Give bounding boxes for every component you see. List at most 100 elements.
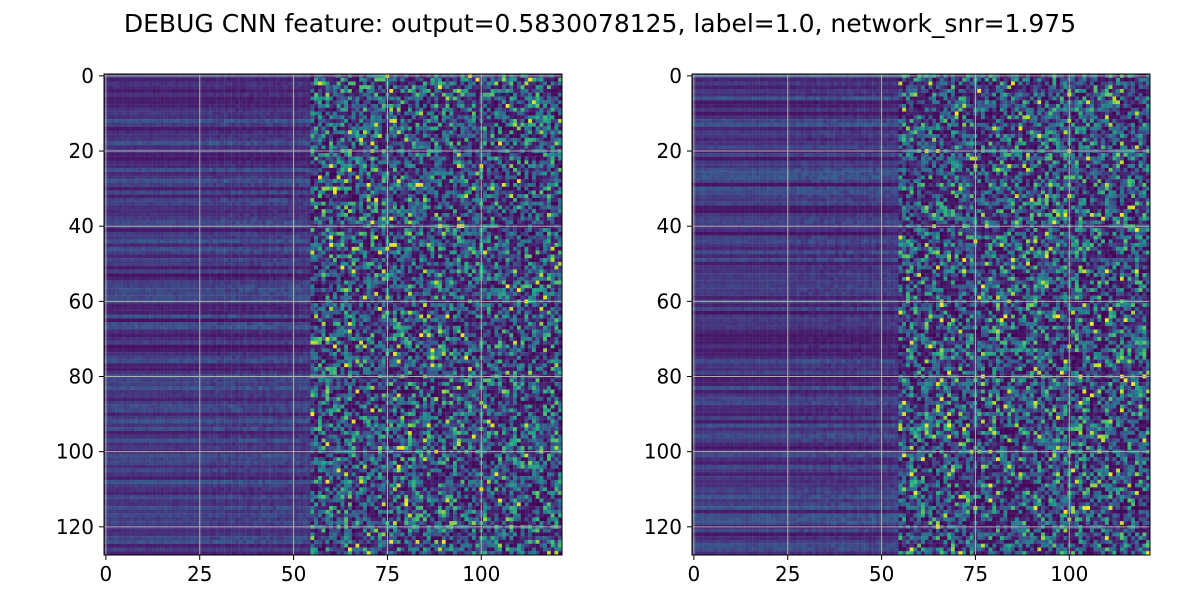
- heatmap-cell: [453, 82, 457, 86]
- heatmap-cell: [149, 85, 153, 89]
- heatmap-cell: [506, 104, 510, 108]
- heatmap-cell: [401, 78, 405, 82]
- heatmap-cell: [438, 85, 442, 89]
- heatmap-cell: [168, 97, 172, 101]
- heatmap-cell: [153, 104, 157, 108]
- heatmap-cell: [250, 85, 254, 89]
- heatmap-cell: [412, 104, 416, 108]
- heatmap-cell: [341, 82, 345, 86]
- heatmap-cell: [134, 104, 138, 108]
- heatmap-cell: [160, 108, 164, 112]
- heatmap-cell: [295, 108, 299, 112]
- heatmap-cell: [318, 85, 322, 89]
- heatmap-cell: [438, 89, 442, 93]
- heatmap-cell: [348, 85, 352, 89]
- heatmap-cell: [322, 100, 326, 104]
- heatmap-cell: [397, 82, 401, 86]
- heatmap-cell: [371, 97, 375, 101]
- heatmap-cell: [235, 104, 239, 108]
- heatmap-cell: [374, 85, 378, 89]
- heatmap-cell: [187, 82, 191, 86]
- heatmap-cell: [524, 89, 528, 93]
- heatmap-cell: [528, 89, 532, 93]
- heatmap-cell: [509, 100, 513, 104]
- heatmap-cell: [551, 100, 555, 104]
- heatmap-cell: [513, 82, 517, 86]
- heatmap-cell: [213, 100, 217, 104]
- heatmap-cell: [419, 97, 423, 101]
- heatmap-cell: [446, 85, 450, 89]
- heatmap-cell: [183, 100, 187, 104]
- heatmap-cell: [123, 93, 127, 97]
- heatmap-cell: [416, 97, 420, 101]
- heatmap-cell: [502, 97, 506, 101]
- heatmap-cell: [532, 97, 536, 101]
- heatmap-cell: [160, 85, 164, 89]
- heatmap-cell: [352, 85, 356, 89]
- heatmap-cell: [307, 97, 311, 101]
- heatmap-cell: [254, 108, 258, 112]
- heatmap-cell: [209, 93, 213, 97]
- heatmap-cell: [310, 97, 314, 101]
- heatmap-cell: [284, 108, 288, 112]
- heatmap-cell: [536, 82, 540, 86]
- heatmap-cell: [235, 93, 239, 97]
- heatmap-cell: [352, 89, 356, 93]
- heatmap-cell: [371, 93, 375, 97]
- heatmap-cell: [280, 104, 284, 108]
- heatmap-cell: [314, 104, 318, 108]
- heatmap-cell: [243, 89, 247, 93]
- heatmap-cell: [202, 82, 206, 86]
- heatmap-cell: [431, 100, 435, 104]
- heatmap-cell: [130, 85, 134, 89]
- heatmap-cell: [472, 89, 476, 93]
- heatmap-cell: [239, 93, 243, 97]
- heatmap-cell: [179, 78, 183, 82]
- heatmap-cell: [341, 85, 345, 89]
- heatmap-cell: [401, 82, 405, 86]
- heatmap-cell: [449, 104, 453, 108]
- heatmap-cell: [134, 100, 138, 104]
- heatmap-cell: [464, 93, 468, 97]
- heatmap-cell: [442, 89, 446, 93]
- heatmap-cell: [258, 89, 262, 93]
- heatmap-cell: [449, 78, 453, 82]
- heatmap-cell: [408, 93, 412, 97]
- heatmap-cell: [160, 78, 164, 82]
- heatmap-cell: [382, 82, 386, 86]
- heatmap-cell: [213, 89, 217, 93]
- heatmap-cell: [438, 93, 442, 97]
- heatmap-cell: [472, 93, 476, 97]
- heatmap-cell: [187, 97, 191, 101]
- heatmap-cell: [453, 89, 457, 93]
- heatmap-cell: [123, 82, 127, 86]
- heatmap-cell: [187, 78, 191, 82]
- heatmap-cell: [235, 85, 239, 89]
- heatmap-cell: [194, 82, 198, 86]
- heatmap-cell: [299, 82, 303, 86]
- heatmap-cell: [536, 89, 540, 93]
- heatmap-cell: [220, 100, 224, 104]
- heatmap-cell: [164, 108, 168, 112]
- heatmap-cell: [539, 85, 543, 89]
- heatmap-cell: [213, 104, 217, 108]
- heatmap-cell: [258, 85, 262, 89]
- heatmap-cell: [175, 93, 179, 97]
- heatmap-cell: [232, 82, 236, 86]
- heatmap-cell: [371, 89, 375, 93]
- heatmap-cell: [419, 85, 423, 89]
- heatmap-cell: [217, 104, 221, 108]
- heatmap-cell: [337, 93, 341, 97]
- heatmap-cell: [160, 100, 164, 104]
- heatmap-cell: [363, 100, 367, 104]
- heatmap-cell: [397, 93, 401, 97]
- heatmap-cell: [145, 93, 149, 97]
- heatmap-cell: [123, 108, 127, 112]
- heatmap-cell: [303, 82, 307, 86]
- heatmap-cell: [307, 85, 311, 89]
- heatmap-cell: [389, 82, 393, 86]
- heatmap-cell: [262, 100, 266, 104]
- heatmap-cell: [190, 93, 194, 97]
- heatmap-cell: [509, 89, 513, 93]
